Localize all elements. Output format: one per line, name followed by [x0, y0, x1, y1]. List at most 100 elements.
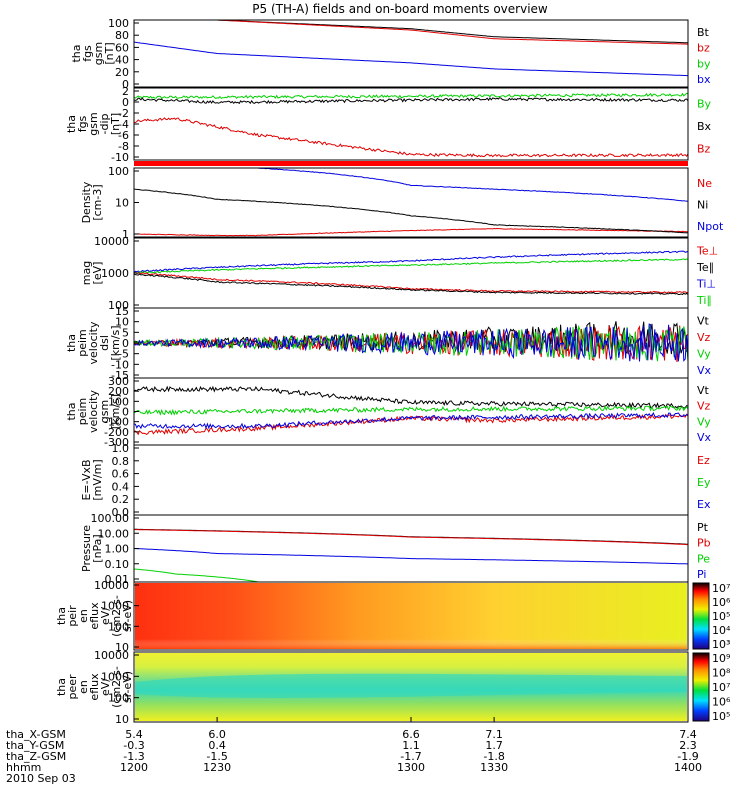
y-axis-label: [mV/m] — [91, 459, 104, 500]
colorbar-label: 10⁸ — [712, 667, 731, 680]
date-label: 2010 Sep 03 — [6, 772, 76, 785]
plot-title: P5 (TH-A) fields and on-board moments ov… — [252, 2, 548, 16]
x-tick-label: 1230 — [203, 761, 231, 774]
y-axis-label: sr-eV) — [121, 600, 134, 632]
y-axis-label: eflux — [88, 673, 101, 701]
series-line-bx — [133, 41, 688, 77]
x-row-label: hhmm — [6, 761, 41, 774]
x-row-label: tha_Y-GSM — [6, 739, 64, 752]
x-tick-label: 1400 — [674, 761, 702, 774]
y-tick-label: 80 — [115, 29, 129, 42]
y-tick-label: 1.0 — [112, 442, 130, 455]
series-line-Pe — [133, 568, 688, 583]
y-axis-label: tha — [65, 334, 78, 352]
y-tick-label: -4 — [118, 118, 129, 131]
y-axis-label: E=-VxB — [80, 459, 93, 500]
y-axis-label: [nT] — [103, 42, 116, 64]
y-axis-label: fgs — [81, 45, 94, 62]
y-tick-label: -200 — [104, 426, 129, 439]
y-tick-label: 0.01 — [105, 573, 130, 586]
y-tick-label: -15 — [111, 369, 129, 382]
y-tick-label: 0 — [122, 406, 129, 419]
y-tick-label: 2 — [122, 85, 129, 98]
y-tick-label: 10 — [115, 316, 129, 329]
y-tick-label: 300 — [108, 375, 129, 388]
legend-entry: bx — [697, 73, 711, 86]
y-tick-label: 15 — [115, 305, 129, 318]
panel-frame — [133, 514, 689, 583]
legend-entry: by — [697, 57, 711, 70]
y-axis-label: peer — [66, 674, 79, 700]
legend-entry: Vt — [697, 314, 710, 327]
series-line-Te∥ — [133, 273, 689, 296]
y-tick-label: 10000 — [94, 235, 129, 248]
panel-efield: 1.00.80.60.40.20.0 E=-VxB[mV/m] Ez Ey Ex — [80, 442, 711, 519]
red-separator-bar — [134, 161, 688, 166]
y-axis-label: tha — [65, 115, 78, 133]
y-tick-label: 100 — [108, 17, 129, 30]
x-tick-label: -1.7 — [400, 750, 421, 763]
x-tick-label: 0.4 — [208, 739, 226, 752]
spectrogram-layer — [135, 583, 687, 721]
panel-frame — [133, 581, 689, 651]
y-axis-label: mag — [80, 261, 93, 285]
y-axis-label: [nT] — [109, 113, 122, 135]
y-tick-label: 60 — [115, 41, 129, 54]
legend-entry: Ez — [697, 454, 710, 467]
legend-entry: Pb — [697, 537, 711, 550]
series-line-Ne — [133, 227, 688, 237]
y-tick-label: 10 — [115, 197, 129, 210]
series-line-Te⊥ — [133, 271, 689, 294]
legend-entry: Vx — [697, 364, 712, 377]
legend-entry: Vx — [697, 431, 712, 444]
y-tick-label: 0.2 — [112, 493, 130, 506]
y-tick-label: 0 — [122, 78, 129, 91]
y-axis-label: (cm2-s- — [110, 666, 123, 708]
x-tick-label: 7.1 — [485, 728, 503, 741]
colorbar — [692, 652, 710, 722]
x-tick-label: -0.3 — [123, 739, 144, 752]
panel-peer_spectrogram: 10000 1000 100 10 thapeerenefluxeV/(cm2-s-sr… — [55, 649, 731, 726]
colorbar-label: 10⁶ — [712, 696, 731, 709]
legend-entry: Ni — [697, 199, 708, 212]
y-tick-label: -2 — [118, 107, 129, 120]
x-tick-label: -1.5 — [206, 750, 227, 763]
series-line-Ti∥ — [133, 258, 689, 274]
legend-entry: Te⊥ — [696, 244, 718, 257]
series-line-Ti⊥ — [133, 250, 689, 273]
legend-entry: Ti∥ — [696, 294, 712, 307]
legend-entry: Bt — [697, 26, 710, 39]
legend-entry: By — [697, 97, 712, 110]
y-axis-label: gsm — [98, 400, 111, 423]
panel-density: 100 10 1 Density[cm-3] Ne Ni Npot — [80, 165, 724, 241]
y-tick-label: 0 — [122, 96, 129, 109]
legend-entry: Ti⊥ — [696, 277, 716, 290]
y-axis-label: [cm-3] — [91, 184, 104, 220]
series-line-Vx — [133, 323, 689, 362]
colorbar — [692, 582, 710, 650]
legend-entry: Vt — [697, 384, 710, 397]
y-tick-label: 1000 — [101, 267, 129, 280]
y-tick-label: 0.8 — [112, 455, 130, 468]
y-tick-label: 1 — [122, 228, 129, 241]
legend-entry: bz — [697, 42, 710, 55]
y-axis-label: [nPa] — [91, 534, 104, 562]
colorbar-label: 10³ — [712, 638, 730, 651]
y-axis-label: tha — [55, 678, 68, 696]
y-axis-label: peim — [76, 329, 89, 357]
colorbar-label: 10⁵ — [712, 710, 730, 723]
colorbar-label: 10⁹ — [712, 652, 730, 665]
x-row-label: tha_X-GSM — [6, 728, 66, 741]
y-axis-label: velocity — [87, 321, 100, 364]
colorbar-label: 10⁷ — [712, 681, 730, 694]
y-tick-label: 100 — [108, 620, 129, 633]
colorbar-label: 10⁷ — [712, 582, 730, 595]
y-axis-label: eV/ — [99, 678, 112, 696]
legend-entry: Ex — [697, 498, 711, 511]
y-tick-label: 100 — [108, 165, 129, 178]
x-tick-label: 1.1 — [402, 739, 420, 752]
y-tick-label: 100 — [108, 395, 129, 408]
